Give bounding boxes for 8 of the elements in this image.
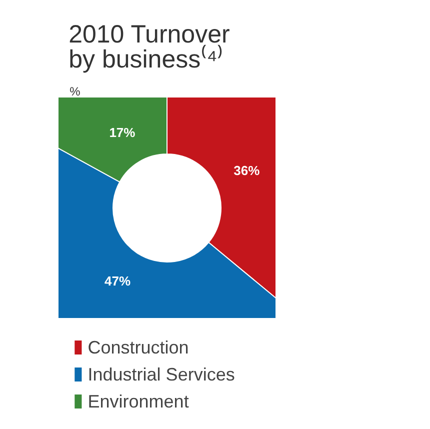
data-label: 17% bbox=[109, 124, 136, 140]
legend-label: Industrial Services bbox=[88, 364, 235, 384]
chart-subtitle: % bbox=[70, 84, 81, 98]
legend-label: Environment bbox=[88, 392, 189, 412]
data-label: 47% bbox=[104, 273, 131, 288]
data-label: 36% bbox=[234, 163, 260, 178]
legend-label: Construction bbox=[88, 338, 189, 358]
chart-title: 2010 Turnover by business⁽⁴⁾ bbox=[68, 20, 230, 74]
